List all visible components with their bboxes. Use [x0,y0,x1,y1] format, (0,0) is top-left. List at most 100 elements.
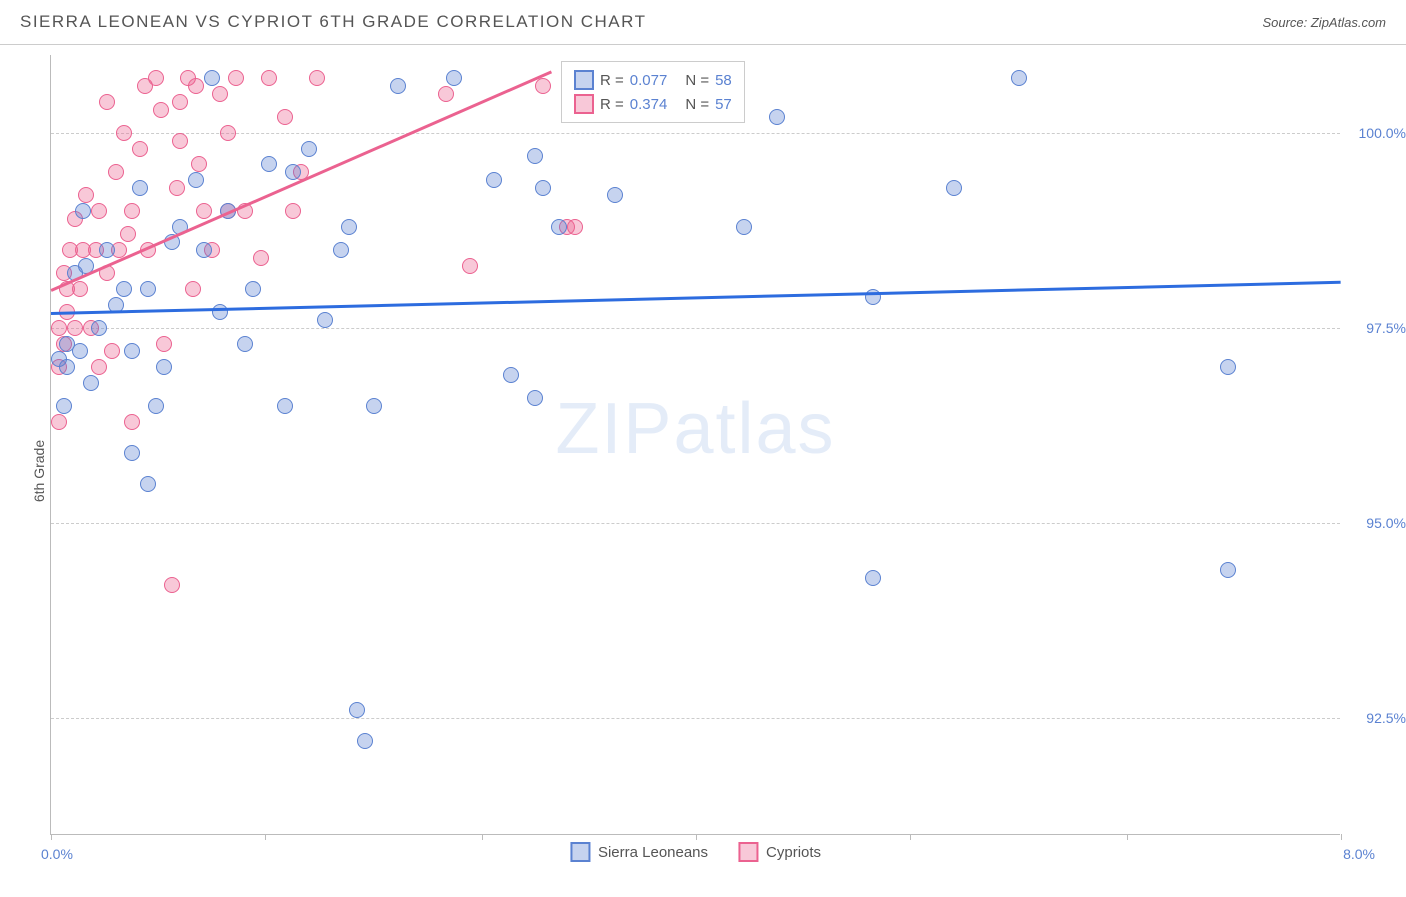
chart-container: 6th Grade ZIPatlas 92.5%95.0%97.5%100.0%… [0,45,1406,897]
scatter-point [191,156,207,172]
scatter-point [164,577,180,593]
scatter-point [349,702,365,718]
scatter-point [83,375,99,391]
legend-label: Cypriots [766,844,821,861]
scatter-point [78,187,94,203]
grid-line [51,718,1340,719]
scatter-point [172,94,188,110]
scatter-point [108,164,124,180]
scatter-point [1220,359,1236,375]
x-tick [265,834,266,840]
legend-swatch [738,842,758,862]
scatter-point [124,203,140,219]
scatter-point [116,125,132,141]
scatter-point [91,203,107,219]
scatter-point [72,281,88,297]
scatter-point [462,258,478,274]
scatter-point [341,219,357,235]
scatter-point [124,445,140,461]
grid-line [51,328,1340,329]
scatter-point [228,70,244,86]
scatter-point [865,570,881,586]
r-value: 0.374 [630,96,668,113]
y-tick-label: 92.5% [1366,710,1406,726]
scatter-point [285,203,301,219]
scatter-point [188,172,204,188]
n-label: N = [685,96,709,113]
legend-swatch [570,842,590,862]
scatter-point [527,148,543,164]
scatter-point [156,359,172,375]
stats-legend-row: R = 0.077N = 58 [574,68,732,92]
scatter-point [446,70,462,86]
scatter-point [551,219,567,235]
scatter-point [156,336,172,352]
scatter-point [132,180,148,196]
watermark: ZIPatlas [555,388,835,470]
scatter-point [91,320,107,336]
scatter-point [607,187,623,203]
n-value: 57 [715,96,732,113]
scatter-point [153,102,169,118]
scatter-point [104,343,120,359]
scatter-point [132,141,148,157]
scatter-point [124,414,140,430]
scatter-point [140,476,156,492]
scatter-point [148,398,164,414]
scatter-point [59,359,75,375]
trend-line [50,71,551,292]
scatter-point [204,70,220,86]
scatter-point [148,70,164,86]
legend-item: Cypriots [738,842,821,862]
legend-swatch [574,94,594,114]
scatter-point [567,219,583,235]
scatter-point [51,414,67,430]
scatter-point [91,359,107,375]
scatter-point [333,242,349,258]
source-label: Source: ZipAtlas.com [1262,15,1386,30]
scatter-point [277,109,293,125]
scatter-point [99,242,115,258]
y-tick-label: 95.0% [1366,515,1406,531]
scatter-point [261,156,277,172]
scatter-point [212,86,228,102]
grid-line [51,523,1340,524]
scatter-point [301,141,317,157]
scatter-point [185,281,201,297]
scatter-point [169,180,185,196]
scatter-point [99,94,115,110]
scatter-point [120,226,136,242]
series-legend: Sierra Leoneans Cypriots [570,842,821,862]
x-tick [482,834,483,840]
scatter-point [220,125,236,141]
scatter-point [56,398,72,414]
x-start-label: 0.0% [41,846,73,862]
scatter-point [366,398,382,414]
stats-legend: R = 0.077N = 58R = 0.374N = 57 [561,61,745,123]
scatter-point [188,78,204,94]
scatter-point [124,343,140,359]
x-tick [51,834,52,840]
scatter-point [285,164,301,180]
r-label: R = [600,96,624,113]
y-tick-label: 100.0% [1359,125,1406,141]
scatter-point [769,109,785,125]
scatter-point [245,281,261,297]
scatter-point [1220,562,1236,578]
scatter-point [51,320,67,336]
legend-item: Sierra Leoneans [570,842,708,862]
scatter-point [503,367,519,383]
scatter-point [75,203,91,219]
scatter-point [317,312,333,328]
scatter-point [116,281,132,297]
legend-swatch [574,70,594,90]
scatter-point [438,86,454,102]
scatter-point [196,242,212,258]
n-label: N = [685,72,709,89]
scatter-point [253,250,269,266]
y-axis-label: 6th Grade [31,440,47,502]
scatter-point [237,336,253,352]
scatter-point [486,172,502,188]
scatter-point [72,343,88,359]
r-label: R = [600,72,624,89]
